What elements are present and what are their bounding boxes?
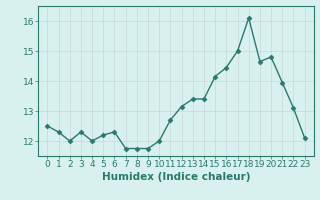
X-axis label: Humidex (Indice chaleur): Humidex (Indice chaleur) xyxy=(102,172,250,182)
